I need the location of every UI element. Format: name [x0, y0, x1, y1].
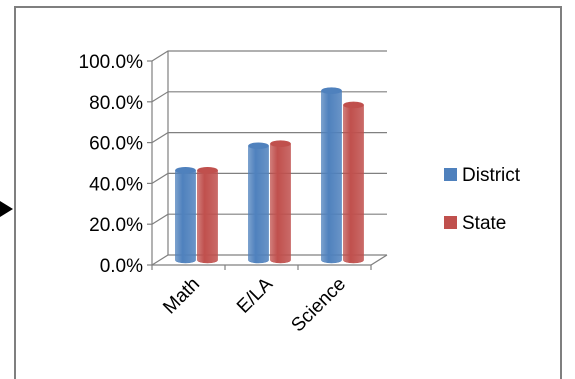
bar-top [176, 167, 196, 173]
chart-frame: 0.0% 20.0% 40.0% 60.0% 80.0% 100.0% Math E/LA S… [14, 6, 562, 379]
bar-body [176, 170, 196, 263]
bar-top [271, 141, 291, 147]
y-tick-label: 100.0% [79, 52, 144, 73]
bar-top [344, 102, 364, 108]
legend-label: State [462, 213, 506, 234]
y-tick-label: 20.0% [89, 215, 143, 236]
x-tick-label: E/LA [233, 273, 277, 317]
bar-body [198, 170, 218, 263]
y-tick-label: 40.0% [89, 174, 143, 195]
bar-district-math [176, 167, 196, 263]
legend-swatch [444, 216, 457, 229]
gridline [152, 51, 387, 61]
bar-state-math [198, 167, 218, 263]
y-tick-labels: 0.0% 20.0% 40.0% 60.0% 80.0% 100.0% [79, 52, 144, 277]
bar-state-ela [271, 141, 291, 263]
x-tick-labels: Math E/LA Science [159, 273, 350, 336]
bar-top [249, 143, 269, 149]
legend-item-state: State [444, 213, 506, 234]
bar-district-science [322, 88, 342, 263]
bar-district-ela [249, 143, 269, 263]
legend-swatch [444, 168, 457, 181]
bar-top [198, 167, 218, 173]
y-tick-label: 0.0% [100, 256, 143, 277]
x-tick-label: Math [159, 274, 204, 319]
bar-body [344, 105, 364, 263]
y-tick-label: 60.0% [89, 134, 143, 155]
gridline [152, 92, 387, 102]
legend-item-district: District [444, 165, 521, 186]
bar-body [322, 91, 342, 263]
x-tick-label: Science [287, 274, 350, 337]
bar-body [249, 146, 269, 263]
bars [176, 88, 364, 263]
bar-state-science [344, 102, 364, 263]
legend: District State [444, 165, 521, 234]
bar-body [271, 144, 291, 263]
pointer-arrow-icon [0, 201, 14, 217]
legend-label: District [462, 165, 521, 186]
chart-svg: 0.0%20.0%40.0%60.0%80.0%100.0% Math E/LA S… [16, 8, 560, 379]
y-tick-label: 80.0% [89, 93, 143, 114]
bar-top [322, 88, 342, 94]
